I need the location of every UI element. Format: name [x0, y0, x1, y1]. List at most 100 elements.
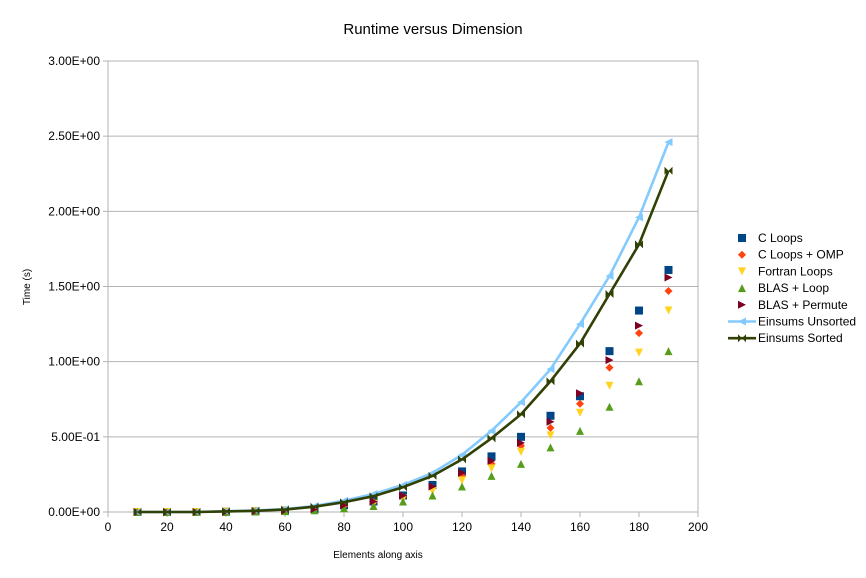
- marker-bowtie: [340, 498, 348, 507]
- marker-triangle-right: [369, 497, 378, 506]
- marker-triangle-up: [369, 501, 378, 510]
- x-tick-label: 120: [452, 520, 472, 534]
- marker-triangle-down: [487, 464, 496, 473]
- marker-diamond: [546, 423, 555, 432]
- x-tick-label: 40: [219, 520, 233, 534]
- series-blas-loop: [133, 347, 673, 516]
- marker-triangle-right: [458, 468, 466, 477]
- x-tick-label: 80: [337, 520, 351, 534]
- marker-triangle-up: [738, 284, 746, 293]
- marker-triangle-down: [738, 267, 746, 276]
- y-tick-label: 1.00E+00: [48, 355, 100, 369]
- marker-triangle-up: [487, 471, 496, 480]
- marker-bowtie: [546, 377, 555, 386]
- marker-triangle-right: [487, 456, 496, 465]
- grid-layer: [108, 60, 698, 513]
- legend-item: C Loops + OMP: [738, 248, 844, 262]
- marker-square: [546, 411, 555, 420]
- marker-bowtie: [163, 508, 171, 516]
- y-tick-label: 2.00E+00: [48, 204, 100, 218]
- marker-triangle-right: [546, 417, 555, 426]
- series-blas-permute: [133, 273, 673, 516]
- marker-triangle-down: [576, 408, 584, 417]
- x-axis-title: Elements along axis: [333, 550, 423, 561]
- x-tick-label: 20: [160, 520, 174, 534]
- legend-label: C Loops + OMP: [758, 248, 844, 262]
- marker-bowtie: [281, 505, 289, 514]
- legend-item: Einsums Sorted: [728, 331, 843, 345]
- y-tick-label: 1.50E+00: [48, 280, 100, 294]
- marker-triangle-left: [576, 320, 584, 329]
- legend-item: Fortran Loops: [738, 264, 833, 278]
- legend-label: Einsums Sorted: [758, 331, 843, 345]
- marker-diamond: [635, 329, 643, 338]
- legend-label: C Loops: [758, 231, 803, 245]
- legend-item: BLAS + Permute: [738, 298, 848, 312]
- marker-bowtie: [664, 166, 673, 175]
- marker-square: [738, 234, 746, 242]
- marker-triangle-right: [664, 273, 673, 282]
- series-einsums-unsorted: [133, 138, 673, 516]
- marker-bowtie: [605, 290, 614, 299]
- marker-triangle-right: [576, 389, 584, 398]
- x-tick-label: 180: [629, 520, 649, 534]
- marker-diamond: [738, 250, 746, 259]
- marker-triangle-up: [546, 443, 555, 452]
- marker-diamond: [605, 363, 614, 372]
- marker-triangle-down: [664, 306, 673, 315]
- marker-bowtie: [399, 483, 407, 492]
- x-tick-label: 200: [688, 520, 708, 534]
- marker-triangle-up: [517, 459, 525, 468]
- chart-title: Runtime versus Dimension: [343, 21, 522, 38]
- marker-diamond: [664, 287, 673, 296]
- marker-triangle-down: [605, 381, 614, 390]
- y-tick-label: 0.00E+00: [48, 505, 100, 519]
- marker-bowtie: [428, 471, 437, 480]
- marker-triangle-right: [738, 300, 746, 309]
- marker-bowtie: [133, 508, 142, 516]
- y-tick-label: 2.50E+00: [48, 129, 100, 143]
- legend-label: Einsums Unsorted: [758, 315, 856, 329]
- marker-square: [576, 392, 584, 401]
- x-tick-label: 100: [393, 520, 413, 534]
- series-c-loops-omp: [133, 287, 673, 516]
- marker-bowtie: [635, 240, 643, 249]
- marker-triangle-down: [458, 476, 466, 485]
- series-layer: [133, 138, 673, 516]
- marker-triangle-right: [428, 482, 437, 491]
- marker-triangle-down: [517, 447, 525, 456]
- x-tick-label: 140: [511, 520, 531, 534]
- marker-bowtie: [192, 508, 201, 516]
- y-axis-ticks: 0.00E+00 5.00E-01 1.00E+00 1.50E+00 2.00E+00…: [48, 54, 108, 519]
- marker-square: [664, 265, 673, 274]
- marker-triangle-down: [546, 431, 555, 440]
- marker-square: [635, 306, 643, 315]
- marker-triangle-up: [605, 402, 614, 411]
- legend-item: Einsums Unsorted: [728, 315, 856, 329]
- marker-triangle-left: [664, 138, 673, 147]
- y-tick-label: 5.00E-01: [51, 430, 100, 444]
- series-line: [137, 170, 670, 514]
- marker-triangle-left: [738, 317, 746, 326]
- marker-triangle-right: [517, 438, 525, 447]
- y-axis-title: Time (s): [22, 269, 33, 305]
- marker-triangle-left: [487, 426, 496, 435]
- series-einsums-sorted: [133, 166, 673, 516]
- legend: C Loops C Loops + OMP Fortran Loops BLAS + …: [728, 231, 856, 345]
- legend-item: BLAS + Loop: [738, 281, 829, 295]
- x-tick-label: 60: [278, 520, 292, 534]
- x-axis-ticks: 0 20 40 60 80 100 120 140 160 180 200: [105, 512, 708, 534]
- marker-square: [517, 432, 525, 441]
- legend-item: C Loops: [738, 231, 803, 245]
- marker-triangle-up: [576, 426, 584, 435]
- marker-triangle-left: [517, 398, 525, 407]
- legend-label: BLAS + Permute: [758, 298, 848, 312]
- marker-triangle-up: [635, 377, 643, 386]
- x-tick-label: 160: [570, 520, 590, 534]
- marker-triangle-up: [399, 497, 407, 506]
- marker-bowtie: [576, 339, 584, 348]
- marker-bowtie: [738, 334, 746, 343]
- marker-triangle-up: [664, 347, 673, 356]
